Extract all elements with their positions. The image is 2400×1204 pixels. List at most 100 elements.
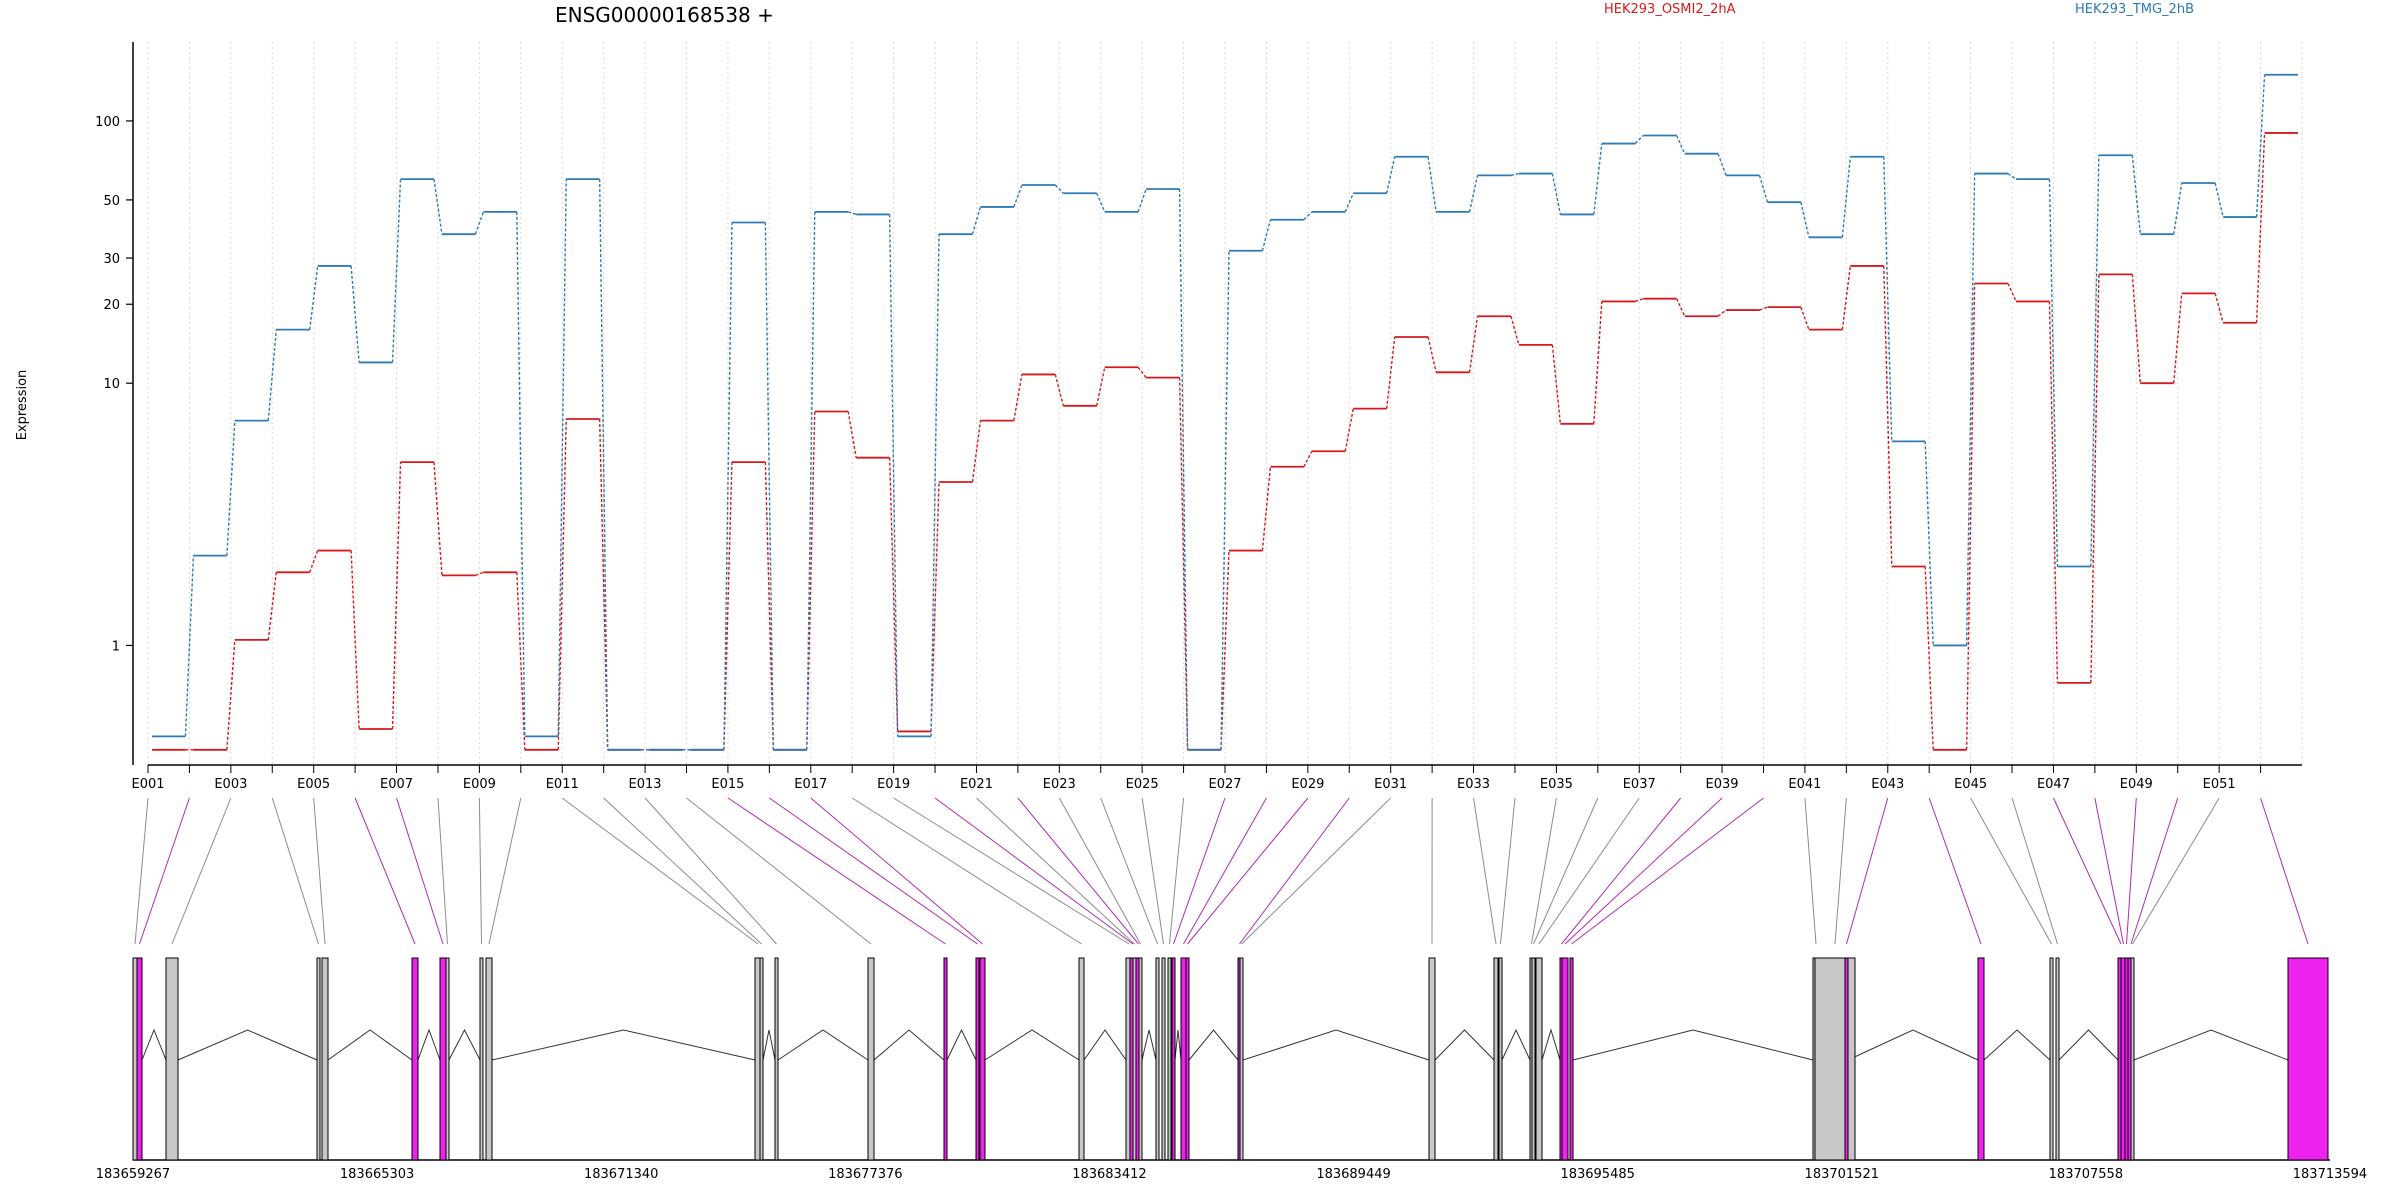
- grid-layer: [148, 42, 2302, 765]
- series-1-link: [1635, 299, 1643, 302]
- exon: [1172, 958, 1175, 1160]
- exon-connector: [2261, 798, 2308, 944]
- x-tick-label: E015: [711, 777, 744, 792]
- series-2-link: [972, 207, 980, 234]
- exon-connector: [140, 798, 190, 944]
- x-tick-label: E033: [1457, 777, 1490, 792]
- x-tick-label: E005: [297, 777, 330, 792]
- series-1-link: [724, 462, 732, 750]
- series-2-link: [1967, 174, 1975, 646]
- y-axis-label: Expression: [15, 370, 30, 441]
- intron: [328, 1030, 412, 1060]
- series-2-link: [393, 179, 401, 362]
- exon-connector: [172, 798, 231, 944]
- intron: [1542, 1030, 1560, 1060]
- exon: [1815, 958, 1855, 1160]
- x-tick-label: E037: [1623, 777, 1656, 792]
- intron: [1573, 1030, 1813, 1060]
- exon: [1562, 958, 1568, 1160]
- exon-connector: [935, 798, 1133, 944]
- exon: [412, 958, 418, 1160]
- exon-connector: [438, 798, 448, 944]
- series-2-link: [1097, 193, 1105, 212]
- chart-title: ENSG00000168538 +: [555, 3, 774, 27]
- genomic-coordinate-label: 183695485: [1560, 1167, 1634, 1182]
- exon-connector: [604, 798, 762, 944]
- exon: [1494, 958, 1498, 1160]
- series-1-link: [1055, 374, 1063, 405]
- series-2-link: [1925, 441, 1933, 645]
- exon: [1536, 958, 1542, 1160]
- x-tick-label: E047: [2037, 777, 2070, 792]
- intron: [778, 1030, 868, 1060]
- exon: [1499, 958, 1502, 1160]
- x-tick-label: E025: [1126, 777, 1159, 792]
- exon: [1429, 958, 1435, 1160]
- exon: [1240, 958, 1243, 1160]
- x-tick-label: E031: [1374, 777, 1407, 792]
- exon-connector: [1971, 798, 2052, 944]
- series-2-link: [765, 222, 773, 749]
- exon-connector: [397, 798, 443, 944]
- exon-connector: [2133, 798, 2220, 944]
- exon: [2131, 958, 2134, 1160]
- x-tick-label: E007: [380, 777, 413, 792]
- series-2-link: [1262, 220, 1270, 251]
- y-tick-label: 1: [112, 639, 120, 654]
- series-2-link: [227, 421, 235, 556]
- exon-connector: [135, 798, 148, 944]
- y-tick-label: 50: [103, 194, 120, 209]
- exon-connector: [562, 798, 758, 944]
- exon: [1168, 958, 1171, 1160]
- series-1-link: [1552, 345, 1560, 424]
- exon-connector: [355, 798, 415, 944]
- x-tick-label: E021: [960, 777, 993, 792]
- intron: [1435, 1030, 1494, 1060]
- exon-connector: [1142, 798, 1163, 944]
- x-tick-label: E035: [1540, 777, 1573, 792]
- intron: [1189, 1030, 1238, 1060]
- intron: [1502, 1030, 1530, 1060]
- genomic-coordinate-label: 183659267: [96, 1167, 170, 1182]
- y-tick-label: 30: [103, 252, 120, 267]
- intron: [178, 1030, 317, 1060]
- exon: [760, 958, 763, 1160]
- series-2-link: [310, 266, 318, 330]
- intron: [418, 1030, 440, 1060]
- exon: [775, 958, 778, 1160]
- series-2-link: [724, 222, 732, 749]
- exon-connector: [1059, 798, 1140, 944]
- exon-connector: [1018, 798, 1139, 944]
- intron: [763, 1030, 775, 1060]
- exon: [868, 958, 874, 1160]
- exon: [1845, 958, 1848, 1160]
- series-1-link: [2174, 293, 2182, 383]
- x-tick-label: E023: [1043, 777, 1076, 792]
- exon-connector: [1184, 798, 1267, 944]
- series-1-link: [1221, 551, 1229, 750]
- y-tick-label: 20: [103, 298, 120, 313]
- genomic-coordinate-label: 183707558: [2049, 1167, 2123, 1182]
- intron: [142, 1030, 166, 1060]
- exon-connector: [852, 798, 1081, 944]
- intron: [2134, 1030, 2288, 1060]
- exon-connector: [976, 798, 1134, 944]
- exon: [1079, 958, 1084, 1160]
- exon: [440, 958, 446, 1160]
- genomic-coordinate-label: 183701521: [1805, 1167, 1879, 1182]
- exon: [1570, 958, 1573, 1160]
- exon-connector: [2131, 798, 2178, 944]
- series-1-link: [1718, 310, 1726, 316]
- exon: [137, 958, 142, 1160]
- exon: [1181, 958, 1186, 1160]
- exon: [317, 958, 320, 1160]
- series-2-link: [1221, 251, 1229, 750]
- x-tick-label: E011: [546, 777, 579, 792]
- x-tick-label: E009: [463, 777, 496, 792]
- exon-connector: [1847, 798, 1888, 944]
- x-tick-label: E019: [877, 777, 910, 792]
- intron: [1984, 1030, 2050, 1060]
- exon-connector: [1562, 798, 1681, 944]
